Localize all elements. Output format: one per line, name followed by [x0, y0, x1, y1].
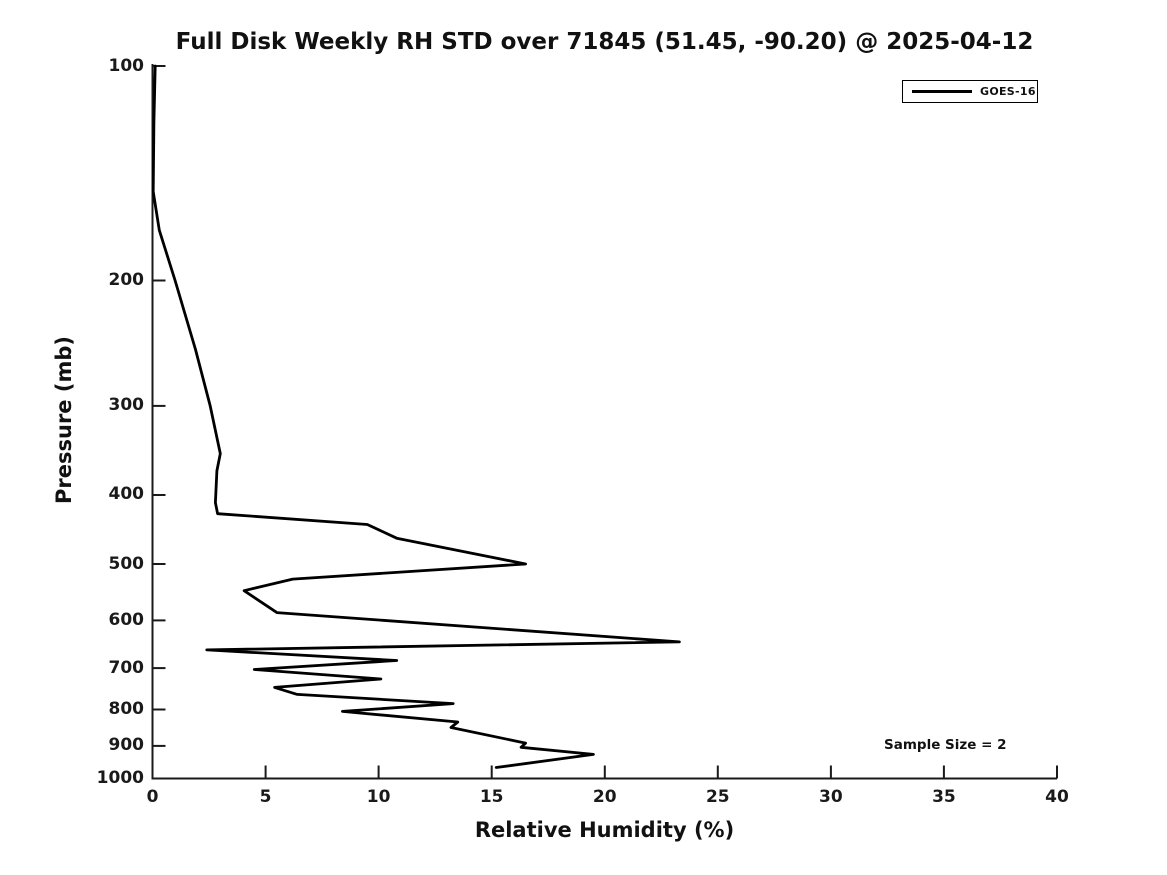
x-tick-label: 20	[592, 787, 617, 807]
x-tick-label: 0	[146, 787, 159, 807]
x-tick-label: 25	[705, 787, 730, 807]
y-tick-label: 200	[108, 269, 145, 290]
legend-line-sample	[912, 90, 972, 93]
chart-title: Full Disk Weekly RH STD over 71845 (51.4…	[175, 29, 1034, 55]
y-tick-label: 900	[108, 735, 145, 756]
y-tick-label: 600	[108, 609, 145, 630]
y-tick-label: 700	[108, 657, 145, 678]
x-tick-label: 15	[479, 787, 504, 807]
x-tick-label: 10	[366, 787, 391, 807]
y-tick-label: 100	[108, 55, 145, 76]
rh-std-curve	[151, 64, 681, 769]
x-tick-label: 35	[932, 787, 956, 807]
y-tick-label: 800	[108, 698, 145, 719]
y-tick-label: 500	[108, 553, 145, 574]
legend-label: GOES-16	[980, 85, 1036, 98]
y-tick-label: 1000	[96, 768, 144, 788]
x-tick-label: 5	[259, 787, 272, 807]
y-tick-label: 400	[108, 484, 145, 505]
y-tick-label: 300	[108, 395, 145, 416]
x-tick-label: 40	[1045, 787, 1069, 807]
x-axis-label: Relative Humidity (%)	[474, 818, 735, 842]
legend-box: GOES-16	[902, 80, 1038, 103]
x-tick-label: 30	[819, 787, 843, 807]
sample-size-annotation: Sample Size = 2	[884, 737, 1007, 753]
